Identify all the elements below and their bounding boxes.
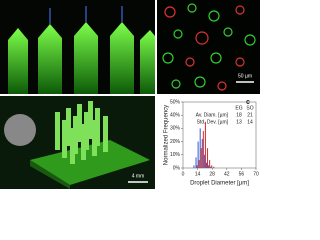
page: {"panels": {"micrograph_scale": "50 µm",… <box>0 0 260 189</box>
bar <box>197 141 199 168</box>
stats-value: 18 <box>236 112 242 118</box>
figure: 50 µm 4 mm c 0% 10% 20% 30% 40% 50% 0 14 28 42 56 7… <box>0 0 260 189</box>
legend-label: EG <box>235 105 242 111</box>
x-axis-label: Droplet Diameter [µm] <box>190 181 249 187</box>
bar <box>195 157 197 168</box>
bar <box>208 165 210 168</box>
scale-label: 50 µm <box>238 73 252 79</box>
bar <box>198 160 200 168</box>
plot-area <box>182 101 257 169</box>
stats-value: 21 <box>247 112 253 118</box>
bar <box>202 131 204 168</box>
y-tick-label: 10% <box>170 152 181 158</box>
y-tick-label: 0% <box>173 165 181 171</box>
histogram-panel: c 0% 10% 20% 30% 40% 50% 0 14 28 42 56 70 Droplet Di… <box>164 99 259 187</box>
stats-value: 13 <box>236 119 242 125</box>
bar <box>203 154 205 168</box>
x-tick-label: 0 <box>182 171 185 177</box>
bar <box>199 128 201 168</box>
y-axis-label: Normalized Frequency <box>164 105 170 165</box>
micrograph: 50 µm <box>157 0 260 94</box>
panel-label: c <box>246 99 250 106</box>
bar <box>213 166 215 168</box>
x-tick-label: 42 <box>224 171 230 177</box>
stats-value: 14 <box>247 119 253 125</box>
bar <box>210 166 212 168</box>
bar <box>209 160 211 168</box>
stats-label: Av. Diam. [µm] <box>196 112 229 118</box>
x-tick-label: 14 <box>195 171 201 177</box>
bar <box>200 148 202 168</box>
x-tick-label: 28 <box>209 171 215 177</box>
scale-label: 4 mm <box>132 173 145 179</box>
bar <box>204 121 206 168</box>
y-tick-label: 20% <box>170 139 181 145</box>
y-tick-label: 30% <box>170 126 181 132</box>
y-tick-label: 40% <box>170 113 181 119</box>
bar <box>201 138 203 168</box>
stats-label: Std. Dev. [µm] <box>197 119 229 125</box>
x-tick-label: 70 <box>253 171 259 177</box>
print-photo: 4 mm <box>0 96 155 189</box>
bar <box>211 165 213 168</box>
legend-label: SO <box>246 105 253 111</box>
x-tick-label: 56 <box>239 171 245 177</box>
y-tick-label: 50% <box>170 99 181 105</box>
bar <box>193 165 195 168</box>
bar <box>205 162 207 168</box>
nozzle-photo <box>0 0 155 94</box>
bar <box>196 165 198 168</box>
bar <box>206 148 209 168</box>
